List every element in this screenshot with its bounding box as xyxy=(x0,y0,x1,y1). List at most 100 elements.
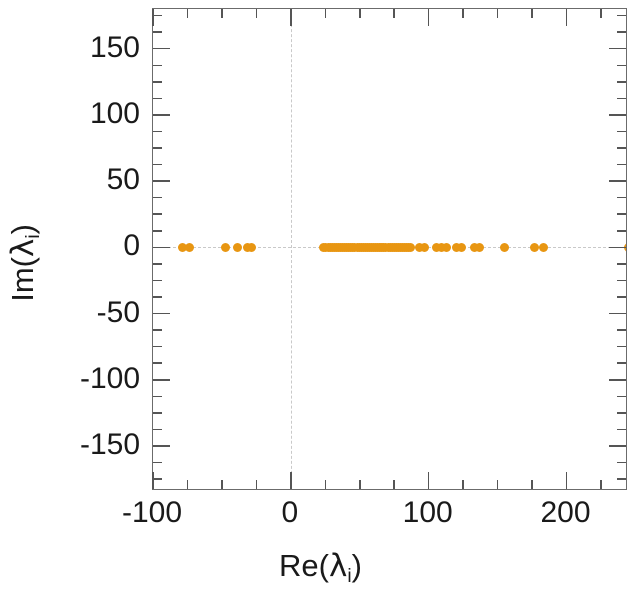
y-axis-major-tick xyxy=(153,312,170,315)
x-axis-minor-tick-top xyxy=(496,9,499,18)
data-point xyxy=(499,242,509,252)
x-axis-minor-tick-top xyxy=(462,9,464,18)
y-axis-major-tick xyxy=(153,379,170,381)
y-axis-minor-tick xyxy=(153,230,162,232)
y-axis-minor-tick-right xyxy=(617,14,626,17)
data-point xyxy=(457,242,467,252)
data-point xyxy=(177,242,187,252)
y-axis-minor-tick-right xyxy=(617,461,626,464)
data-point xyxy=(469,242,479,252)
y-axis-minor-tick-right xyxy=(617,64,626,67)
y-axis-minor-tick-right xyxy=(617,478,626,480)
y-axis-minor-tick xyxy=(153,345,162,348)
y-axis-minor-tick-right xyxy=(617,97,626,100)
y-axis-minor-tick-right xyxy=(617,31,626,33)
y-axis-minor-tick-right xyxy=(617,163,626,166)
x-axis-minor-tick xyxy=(186,480,189,489)
y-axis-major-tick xyxy=(153,246,170,249)
y-axis-minor-tick xyxy=(153,31,162,33)
data-point xyxy=(432,242,442,252)
data-point xyxy=(415,242,425,252)
y-axis-major-tick-right xyxy=(609,180,626,182)
x-axis-minor-tick-top xyxy=(255,9,258,18)
x-axis-minor-tick xyxy=(255,480,258,489)
y-axis-minor-tick xyxy=(153,81,162,83)
x-axis-major-tick xyxy=(565,472,568,489)
x-axis-minor-tick xyxy=(221,480,223,489)
y-axis-major-tick xyxy=(153,445,170,447)
reference-line-vertical xyxy=(290,9,292,489)
y-axis-minor-tick-right xyxy=(617,345,626,348)
x-axis-minor-tick xyxy=(393,480,395,489)
x-axis-major-tick xyxy=(152,472,154,489)
y-axis-minor-tick-right xyxy=(617,395,626,398)
x-axis-major-tick xyxy=(427,472,430,489)
y-axis-tick-label: -50 xyxy=(96,295,140,329)
x-axis-tick-label: 200 xyxy=(540,496,591,529)
data-point xyxy=(420,242,430,252)
y-axis-minor-tick-right xyxy=(617,412,626,414)
x-axis-minor-tick xyxy=(531,480,533,489)
data-point xyxy=(406,242,416,252)
y-axis-minor-tick xyxy=(153,163,162,166)
plot-area xyxy=(153,9,626,489)
y-axis-minor-tick-right xyxy=(617,263,626,265)
y-axis-minor-tick xyxy=(153,130,162,133)
x-axis-minor-tick xyxy=(462,480,464,489)
y-axis-minor-tick-right xyxy=(617,147,626,149)
y-axis-title-prefix: Im( xyxy=(5,256,41,302)
y-axis-major-tick-right xyxy=(609,114,626,116)
y-axis-minor-tick xyxy=(153,329,162,331)
x-axis-major-tick xyxy=(290,472,292,489)
y-axis-minor-tick xyxy=(153,64,162,67)
y-axis-minor-tick xyxy=(153,428,162,431)
y-axis-tick-label: 100 xyxy=(89,96,140,130)
y-axis-minor-tick-right xyxy=(617,428,626,431)
x-axis-tick-label: 100 xyxy=(402,496,453,529)
y-axis-minor-tick xyxy=(153,362,162,364)
x-axis-minor-tick-top xyxy=(221,9,223,18)
x-axis-minor-tick xyxy=(600,480,602,489)
x-axis-tick-label: -100 xyxy=(121,496,183,529)
y-axis-minor-tick xyxy=(153,97,162,100)
data-point xyxy=(442,242,452,252)
x-axis-major-tick-top xyxy=(152,9,154,26)
y-axis-minor-tick-right xyxy=(617,329,626,331)
y-axis-tick-label: 50 xyxy=(106,163,140,197)
x-axis-title-lambda: λ xyxy=(328,548,348,584)
y-axis-minor-tick xyxy=(153,263,162,265)
data-point xyxy=(538,242,548,252)
y-axis-major-tick xyxy=(153,47,170,50)
y-axis-major-tick xyxy=(153,180,170,182)
y-axis-minor-tick xyxy=(153,213,162,215)
y-axis-minor-tick xyxy=(153,279,162,282)
x-axis-minor-tick-top xyxy=(186,9,189,18)
y-axis-minor-tick-right xyxy=(617,279,626,282)
x-axis-title-prefix: Re( xyxy=(279,548,329,583)
y-axis-minor-tick-right xyxy=(617,213,626,215)
y-axis-minor-tick xyxy=(153,196,162,199)
x-axis-title-subscript: i xyxy=(347,565,352,587)
y-axis-minor-tick xyxy=(153,395,162,398)
x-axis-title-suffix: ) xyxy=(351,548,362,583)
data-point xyxy=(233,242,243,252)
y-axis-minor-tick-right xyxy=(617,196,626,199)
x-axis-minor-tick xyxy=(496,480,499,489)
plot-frame xyxy=(152,8,627,490)
data-point xyxy=(529,242,539,252)
y-axis-tick-label: 0 xyxy=(123,229,140,263)
y-axis-major-tick-right xyxy=(609,312,626,315)
data-point xyxy=(475,242,485,252)
y-axis-tick-label: -100 xyxy=(79,361,140,395)
x-axis-minor-tick-top xyxy=(531,9,533,18)
y-axis-minor-tick xyxy=(153,14,162,17)
y-axis-minor-tick xyxy=(153,147,162,149)
data-point xyxy=(184,242,194,252)
data-point xyxy=(452,242,462,252)
x-axis-minor-tick-top xyxy=(600,9,602,18)
y-axis-minor-tick-right xyxy=(617,230,626,232)
y-axis-minor-tick-right xyxy=(617,81,626,83)
y-axis-minor-tick xyxy=(153,461,162,464)
x-axis-minor-tick-top xyxy=(324,9,327,18)
